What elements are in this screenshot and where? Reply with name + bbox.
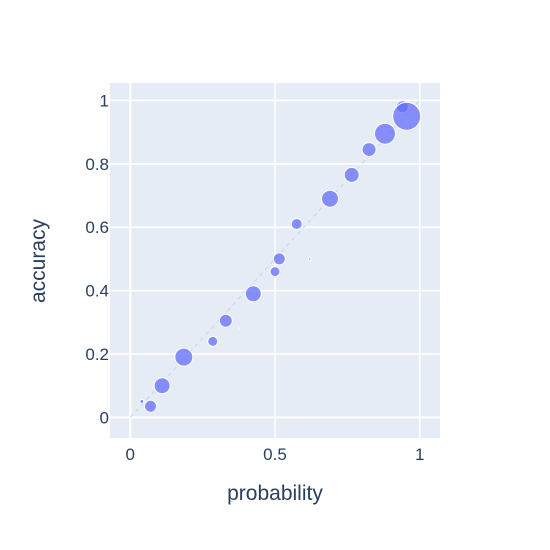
y-tick-label: 0.2: [85, 345, 109, 364]
data-point: [290, 218, 303, 231]
x-tick-label: 1: [415, 445, 424, 464]
data-point: [207, 335, 219, 347]
data-point: [244, 285, 262, 303]
y-tick-label: 0: [100, 408, 109, 427]
data-point: [139, 399, 145, 405]
data-point: [343, 166, 360, 183]
y-axis-ticks: 0 0.2 0.4 0.6 0.8 1: [85, 91, 109, 427]
data-point: [321, 189, 339, 208]
data-point: [269, 266, 281, 278]
y-tick-label: 0.4: [85, 282, 109, 301]
data-point: [218, 313, 233, 328]
x-axis-title: probability: [227, 482, 323, 505]
y-tick-label: 0.6: [85, 218, 109, 237]
data-point: [174, 347, 194, 367]
y-tick-label: 1: [100, 91, 109, 110]
data-point: [308, 257, 312, 261]
y-tick-label: 0.8: [85, 155, 109, 174]
data-point: [153, 377, 171, 395]
data-point: [392, 101, 422, 131]
data-point: [144, 399, 158, 413]
x-tick-label: 0.5: [263, 445, 287, 464]
x-tick-label: 0: [126, 445, 135, 464]
data-points: [139, 100, 422, 413]
data-point: [361, 142, 377, 158]
data-point: [237, 327, 241, 330]
data-point: [374, 122, 396, 145]
x-axis-ticks: 0 0.5 1: [126, 445, 425, 464]
data-point: [272, 252, 286, 266]
y-axis-title: accuracy: [27, 218, 50, 303]
